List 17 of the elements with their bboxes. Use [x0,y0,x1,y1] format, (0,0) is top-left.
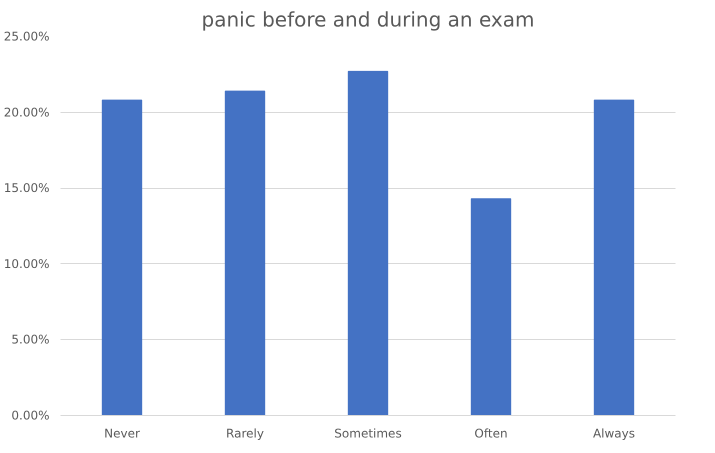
bar [102,100,142,416]
x-tick-label: Rarely [226,426,264,440]
bar [470,198,512,416]
x-tick-label: Often [474,426,508,440]
y-tick-label: 5.00% [11,332,50,347]
y-tick-label: 20.00% [4,105,50,120]
y-tick-label: 25.00% [4,30,50,44]
y-tick-label: 10.00% [4,256,50,271]
bar [594,100,634,416]
bar [224,90,266,416]
x-tick-label: Always [592,426,636,440]
chart-title: panic before and during an exam [202,8,534,32]
bar [348,70,388,416]
y-tick-label: 15.00% [4,181,50,196]
x-tick-label: Never [104,426,140,440]
x-tick-label: Sometimes [334,426,402,440]
y-tick-label: 0.00% [11,408,50,422]
